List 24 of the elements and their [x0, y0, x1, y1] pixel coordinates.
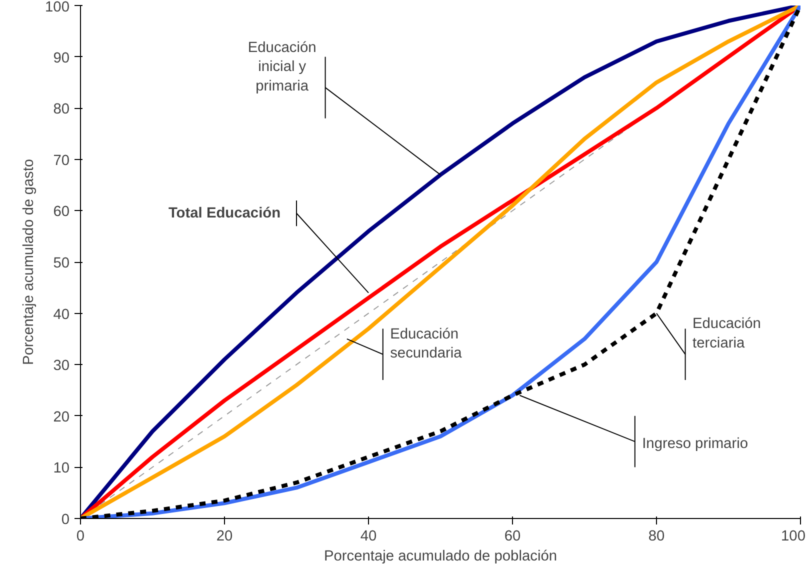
y-tick-label: 70 — [53, 152, 70, 169]
annotation: Educación inicial y primaria — [248, 40, 316, 94]
x-tick-label: 20 — [216, 528, 233, 544]
y-tick-label: 30 — [53, 358, 70, 374]
annotation: Ingreso primario — [642, 436, 748, 452]
y-tick-label: 60 — [53, 204, 70, 220]
y-tick-label: 90 — [53, 50, 70, 66]
x-tick-label: 60 — [504, 528, 521, 544]
x-tick-label: 80 — [648, 528, 665, 544]
x-tick-label: 100 — [781, 528, 806, 544]
y-tick-label: 40 — [53, 306, 70, 323]
y-tick-label: 50 — [53, 256, 70, 272]
annotation: Educación secundaria — [390, 326, 463, 362]
x-tick-label: 40 — [360, 528, 377, 544]
y-tick-label: 10 — [53, 460, 70, 477]
y-tick-label: 0 — [61, 512, 70, 528]
x-axis-title: Porcentaje acumulado de población — [324, 548, 558, 564]
annotation: Total Educación — [168, 205, 281, 222]
y-tick-label: 80 — [53, 102, 70, 118]
y-tick-label: 100 — [45, 0, 70, 16]
y-tick-label: 20 — [53, 409, 70, 426]
x-tick-label: 0 — [76, 528, 85, 544]
y-axis-title: Porcentaje acumulado de gasto — [21, 158, 38, 366]
annotation: Educación terciaria — [692, 316, 761, 352]
